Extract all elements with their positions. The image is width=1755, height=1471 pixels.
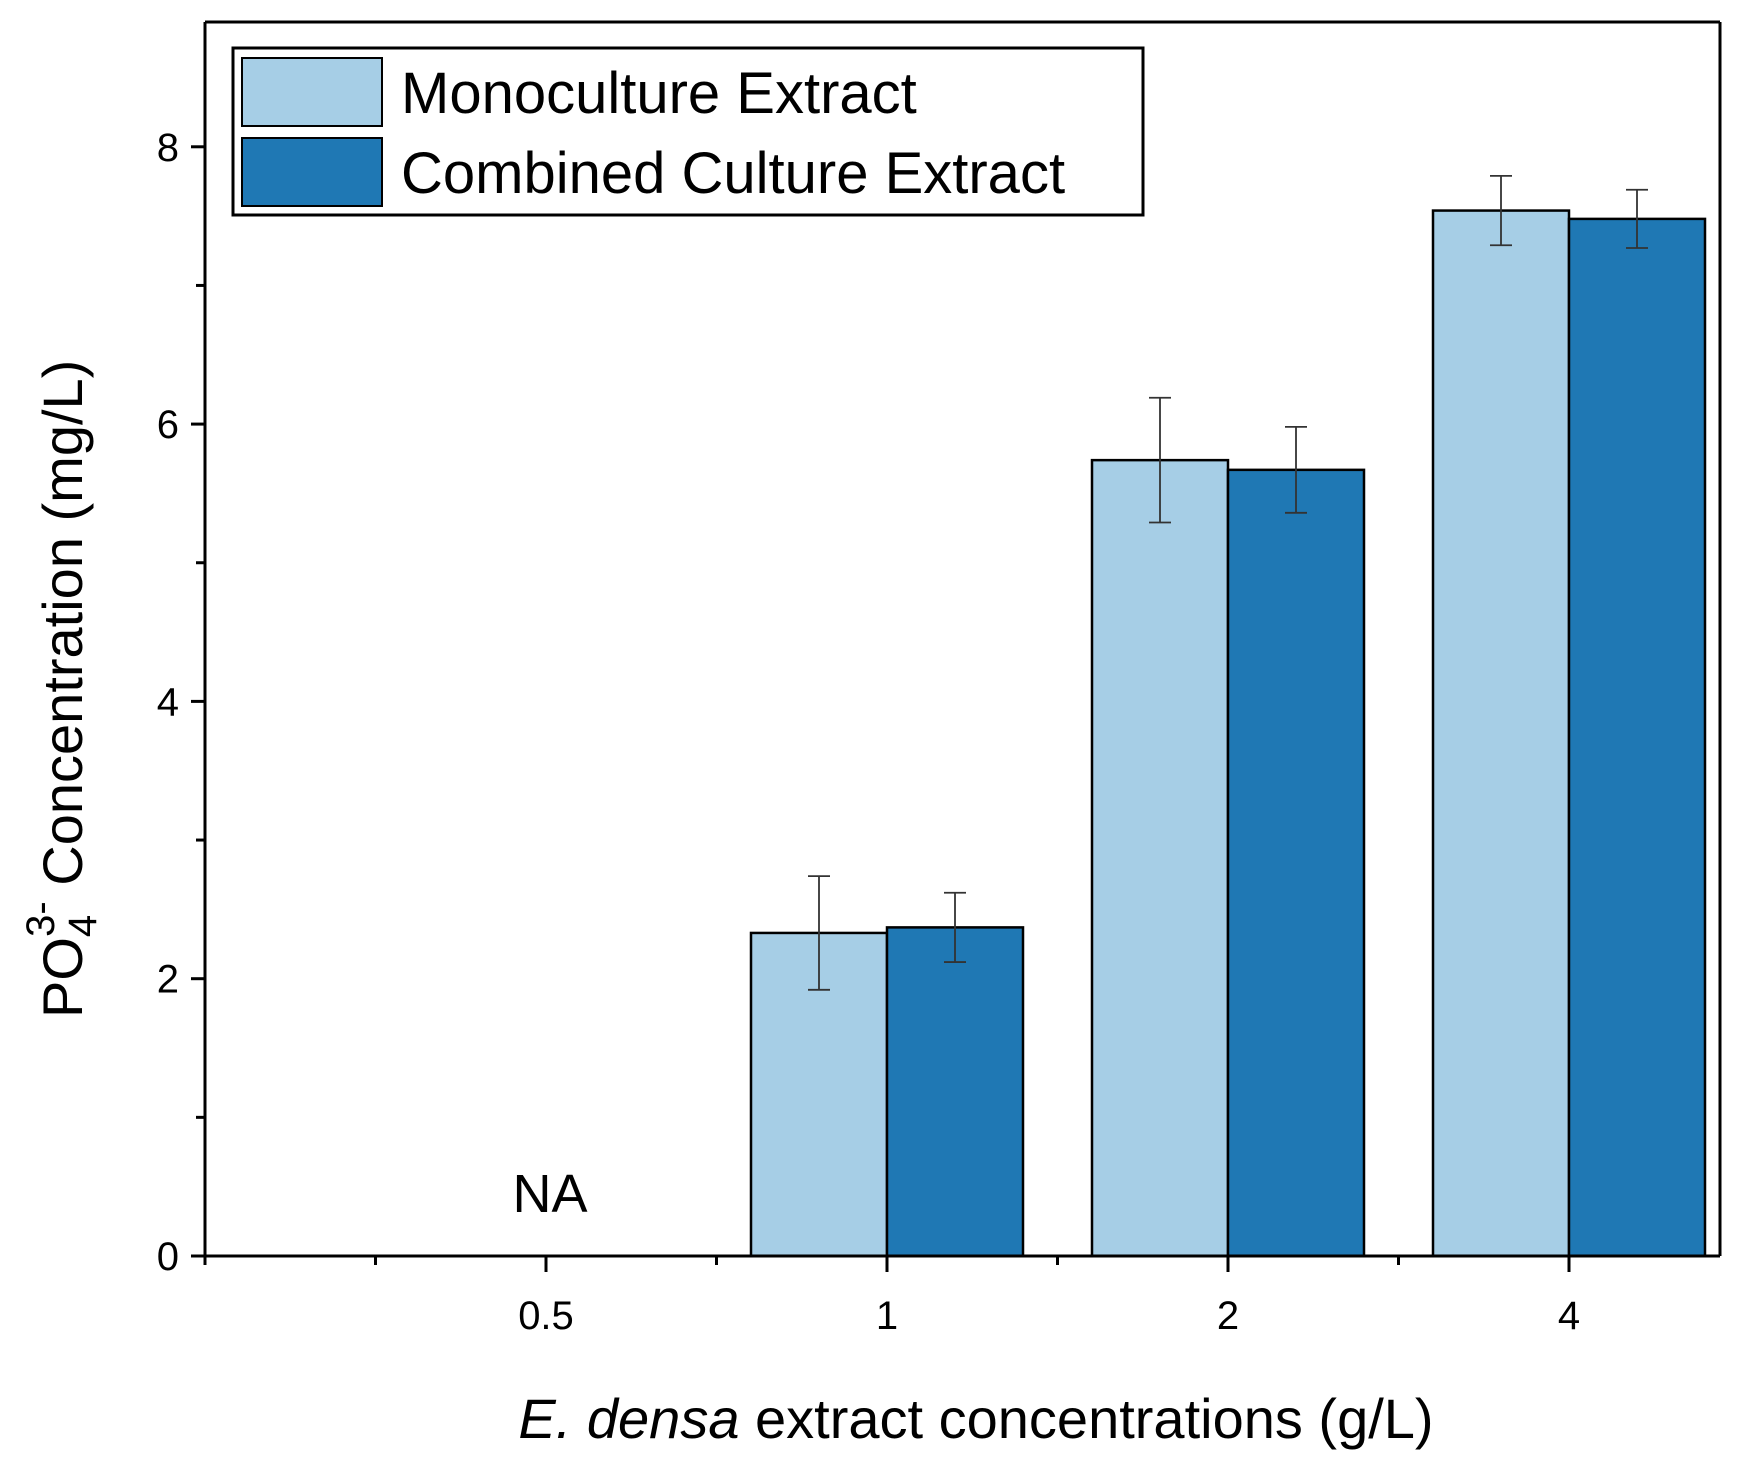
x-axis-title: E. densa extract concentrations (g/L) — [518, 1387, 1433, 1450]
bar-combined-1 — [885, 926, 1025, 1258]
bars-layer — [749, 209, 1707, 1258]
bar-monoculture-4 — [1431, 209, 1571, 1258]
error-bar-combined-1 — [944, 891, 966, 963]
x-tick-label: 2 — [1217, 1294, 1239, 1338]
x-title-italic: E. densa — [518, 1387, 739, 1450]
y-tick-label: 4 — [157, 680, 179, 724]
bar-monoculture-2 — [1090, 458, 1230, 1258]
legend-label-monoculture: Monoculture Extract — [401, 61, 917, 126]
y-axis-title: PO43- Concentration (mg/L) — [19, 360, 105, 1018]
x-tick-label: 1 — [876, 1294, 898, 1338]
error-bars-layer — [808, 175, 1648, 991]
y-title-main: PO — [31, 937, 94, 1018]
error-bar-monoculture-1 — [808, 875, 830, 991]
x-tick-label: 4 — [1558, 1294, 1580, 1338]
bar-combined-4 — [1567, 217, 1707, 1258]
legend: Monoculture Extract Combined Culture Ext… — [231, 46, 1145, 217]
ticks-layer: 0 2 4 6 8 0.5 1 2 4 — [157, 126, 1580, 1338]
error-bar-combined-2 — [1285, 425, 1307, 514]
error-bar-monoculture-4 — [1490, 175, 1512, 247]
legend-swatch-monoculture — [241, 57, 383, 127]
error-bar-combined-4 — [1626, 188, 1648, 249]
annotation-na: NA — [512, 1164, 587, 1224]
y-title-rest: Concentration (mg/L) — [31, 360, 94, 902]
annotations-layer: NA — [512, 1164, 587, 1224]
error-bar-monoculture-2 — [1149, 396, 1171, 524]
x-title-rest: extract concentrations (g/L) — [739, 1387, 1433, 1450]
y-title-subscript: 4 — [61, 915, 105, 937]
legend-swatch-combined — [241, 137, 383, 207]
legend-label-combined: Combined Culture Extract — [401, 141, 1065, 206]
y-tick-label: 0 — [157, 1235, 179, 1279]
y-tick-label: 8 — [157, 126, 179, 170]
legend-box — [231, 46, 1145, 217]
y-tick-label: 6 — [157, 403, 179, 447]
bar-combined-2 — [1226, 468, 1366, 1258]
y-title-superscript: 3- — [19, 901, 63, 937]
y-tick-label: 2 — [157, 958, 179, 1002]
x-tick-label: 0.5 — [518, 1294, 574, 1338]
